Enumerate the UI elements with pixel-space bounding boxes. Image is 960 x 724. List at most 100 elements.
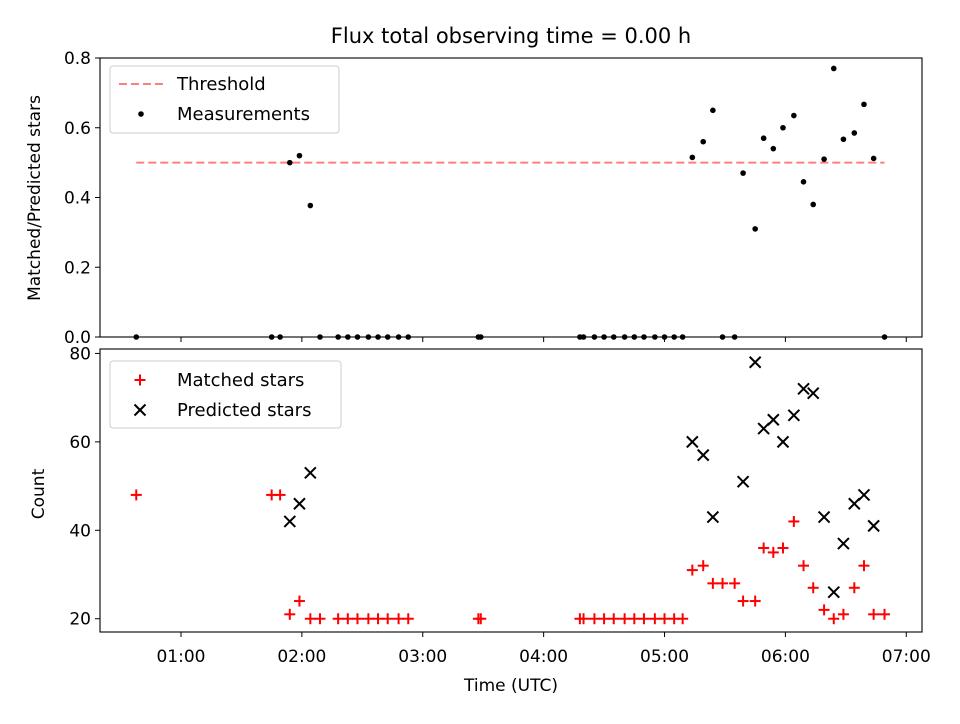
matched-star-point	[130, 489, 142, 501]
top-legend-box	[109, 65, 340, 134]
predicted-star-point-b	[696, 448, 710, 462]
predicted-star-point	[283, 515, 296, 528]
matched-star-point	[749, 595, 761, 607]
measurement-point	[752, 226, 758, 232]
predicted-star-point	[806, 387, 820, 400]
matched-star-point	[848, 582, 860, 594]
top-y-tick-label: 0.2	[64, 258, 91, 278]
matched-star-point	[798, 560, 810, 572]
measurement-point	[810, 201, 817, 208]
matched-star-point	[598, 613, 610, 625]
matched-star-point	[697, 560, 709, 572]
measurement-point	[689, 154, 696, 161]
matched-star-point	[767, 546, 779, 558]
legend-measurements-swatch	[138, 111, 144, 117]
matched-star-point	[758, 542, 770, 554]
legend-predicted-swatch	[133, 403, 147, 417]
bottom-y-tick-label: 40	[69, 521, 91, 541]
bottom-x-tick-label: 06:00	[761, 647, 810, 667]
measurement-point	[830, 65, 837, 72]
legend-predicted-label: Predicted stars	[177, 400, 311, 421]
chart-title: Flux total observing time = 0.00 h	[331, 24, 691, 48]
matched-star-point	[868, 608, 880, 620]
top-y-tick-label: 0.8	[64, 49, 91, 69]
measurement-point	[870, 155, 877, 162]
matched-star-point	[351, 613, 363, 625]
top-y-tick-label: 0.0	[64, 328, 91, 348]
measurement-point	[861, 101, 867, 108]
predicted-star-point	[827, 585, 840, 599]
predicted-star-point	[293, 497, 306, 510]
matched-star-point	[707, 577, 719, 589]
matched-star-point	[628, 613, 640, 625]
predicted-star-point-b	[787, 409, 801, 422]
top-y-tick-label: 0.6	[64, 119, 91, 139]
measurement-point	[800, 179, 807, 185]
predicted-star-point	[837, 537, 850, 550]
predicted-star-point-b	[686, 435, 699, 449]
predicted-star-point-b	[736, 475, 750, 488]
measurement-point	[760, 135, 767, 142]
matched-star-point	[332, 613, 344, 625]
matched-star-point	[729, 577, 741, 589]
matched-star-point	[475, 613, 487, 625]
matched-star-point	[686, 564, 698, 576]
measurement-point	[296, 152, 303, 159]
top-y-tick-label: 0.4	[64, 189, 91, 209]
predicted-star-point-b	[706, 510, 720, 524]
bottom-plot-frame	[99, 348, 923, 633]
legend-threshold-label: Threshold	[176, 74, 266, 95]
bottom-legend: Matched stars Predicted stars	[109, 360, 342, 429]
top-legend: Threshold Measurements	[109, 65, 340, 134]
measurement-point	[286, 159, 293, 166]
measurement-point	[821, 156, 827, 162]
bottom-y-tick-label: 20	[69, 610, 91, 630]
measurement-point	[700, 138, 707, 145]
matched-star-point	[284, 608, 296, 620]
predicted-star-point	[848, 497, 861, 510]
matched-star-point	[649, 613, 661, 625]
predicted-star-point	[686, 435, 699, 449]
matched-star-point	[304, 613, 316, 625]
matched-star-point	[659, 613, 671, 625]
matched-star-point	[677, 613, 689, 625]
matched-star-point	[619, 613, 631, 625]
predicted-star-point-b	[283, 515, 296, 528]
bottom-x-tick-label: 04:00	[519, 647, 568, 667]
predicted-star-point-b	[304, 466, 317, 480]
matched-star-point	[879, 608, 891, 620]
bottom-x-tick-label: 02:00	[277, 647, 326, 667]
bottom-legend-box	[109, 360, 342, 429]
bottom-plot-area: 20 40 60 80 01:00 02:00 03:00 04:00 05:00 06:00 07…	[69, 344, 930, 667]
measurement-point	[740, 170, 746, 176]
predicted-star-point-b	[293, 497, 306, 510]
matched-star-point	[807, 582, 819, 594]
predicted-star-point-b	[797, 382, 810, 396]
x-axis-label: Time (UTC)	[463, 676, 558, 696]
bottom-x-tick-label: 03:00	[398, 647, 447, 667]
predicted-star-point	[767, 413, 780, 426]
measurement-point	[780, 124, 786, 131]
measurement-point	[791, 112, 797, 119]
predicted-star-point	[867, 519, 880, 533]
bottom-x-tick-label: 01:00	[156, 647, 205, 667]
matched-star-point	[717, 577, 729, 589]
predicted-star-point	[817, 510, 831, 524]
predicted-star-point-b	[806, 387, 820, 400]
predicted-star-point-b	[827, 585, 840, 599]
predicted-star-point	[787, 409, 801, 422]
measurement-point	[307, 202, 314, 209]
predicted-star-point-b	[757, 422, 770, 435]
predicted-star-point	[304, 466, 317, 480]
matched-star-point	[828, 613, 840, 625]
matched-star-point	[578, 613, 590, 625]
matched-star-point	[372, 613, 384, 625]
matched-star-point	[293, 595, 305, 607]
predicted-star-point	[696, 448, 710, 462]
predicted-star-point	[736, 475, 750, 488]
legend-measurements-label: Measurements	[177, 104, 310, 125]
matched-star-point	[402, 613, 414, 625]
bottom-y-axis-label: Count	[29, 468, 49, 519]
matched-star-point	[818, 604, 830, 616]
predicted-star-point-b	[748, 356, 762, 369]
